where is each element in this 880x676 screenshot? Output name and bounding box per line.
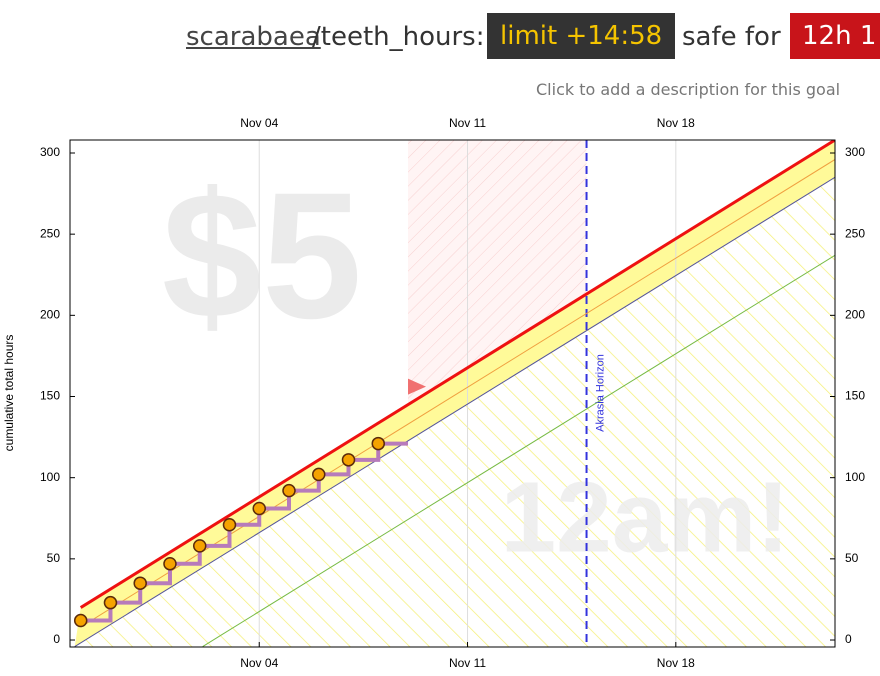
header: scarabaea /teeth_hours: limit +14:58 saf…: [0, 10, 880, 70]
horizon-label: Akrasia Horizon: [594, 354, 606, 432]
watermark: $5: [162, 156, 362, 357]
road-line: [74, 176, 835, 647]
x-tick-label: Nov 11: [449, 656, 486, 670]
y-axis-label: cumulative total hours: [2, 335, 16, 452]
safe-hatch: [70, 177, 835, 647]
datapoint: [73, 613, 88, 628]
limit-badge: limit +14:58: [487, 13, 676, 59]
watermark: 12am!: [500, 461, 789, 573]
goal-name: /teeth_hours:: [312, 22, 485, 52]
datapoint: [252, 501, 266, 516]
road-line: [79, 140, 835, 609]
plot-frame: [69, 139, 836, 648]
today-flag: [408, 378, 427, 405]
y-tick-label: 300: [845, 145, 865, 159]
yellow-brick-road: [74, 140, 835, 647]
step-line: [80, 441, 409, 623]
x-tick-label: Nov 11: [449, 116, 486, 130]
y-tick-label: 100: [40, 470, 60, 484]
x-tick-label: Nov 18: [657, 656, 695, 670]
datapoint: [163, 556, 177, 571]
datapoint: [103, 595, 118, 610]
road-line: [202, 254, 835, 647]
datapoint: [133, 576, 147, 590]
y-tick-label: 0: [53, 632, 60, 646]
x-tick-label: Nov 18: [657, 116, 695, 130]
safe-badge: 12h 1: [790, 13, 880, 59]
y-tick-label: 200: [845, 308, 865, 322]
datapoint: [192, 539, 207, 553]
y-tick-label: 150: [40, 389, 60, 403]
y-tick-label: 150: [845, 389, 865, 403]
plot: $5 12am!: [70, 140, 835, 647]
y-tick-label: 50: [845, 551, 859, 565]
y-tick-label: 250: [40, 226, 60, 240]
y-tick-label: 50: [47, 551, 61, 565]
y-tick-label: 300: [40, 145, 60, 159]
user-link[interactable]: scarabaea: [186, 22, 321, 52]
description[interactable]: Click to add a description for this goal: [536, 80, 841, 99]
horizon-region: [408, 140, 587, 405]
x-tick-label: Nov 04: [240, 656, 278, 670]
datapoint: [341, 453, 356, 467]
datapoint: [371, 436, 386, 451]
datapoint: [282, 483, 296, 498]
safe-label: safe for: [682, 22, 781, 52]
y-tick-label: 0: [845, 632, 852, 646]
y-tick-label: 100: [845, 470, 865, 484]
y-tick-label: 250: [845, 226, 865, 240]
y-tick-label: 200: [40, 308, 60, 322]
datapoint: [222, 518, 237, 532]
x-tick-label: Nov 04: [240, 116, 278, 130]
road-line: [80, 159, 835, 628]
datapoint: [312, 467, 326, 482]
